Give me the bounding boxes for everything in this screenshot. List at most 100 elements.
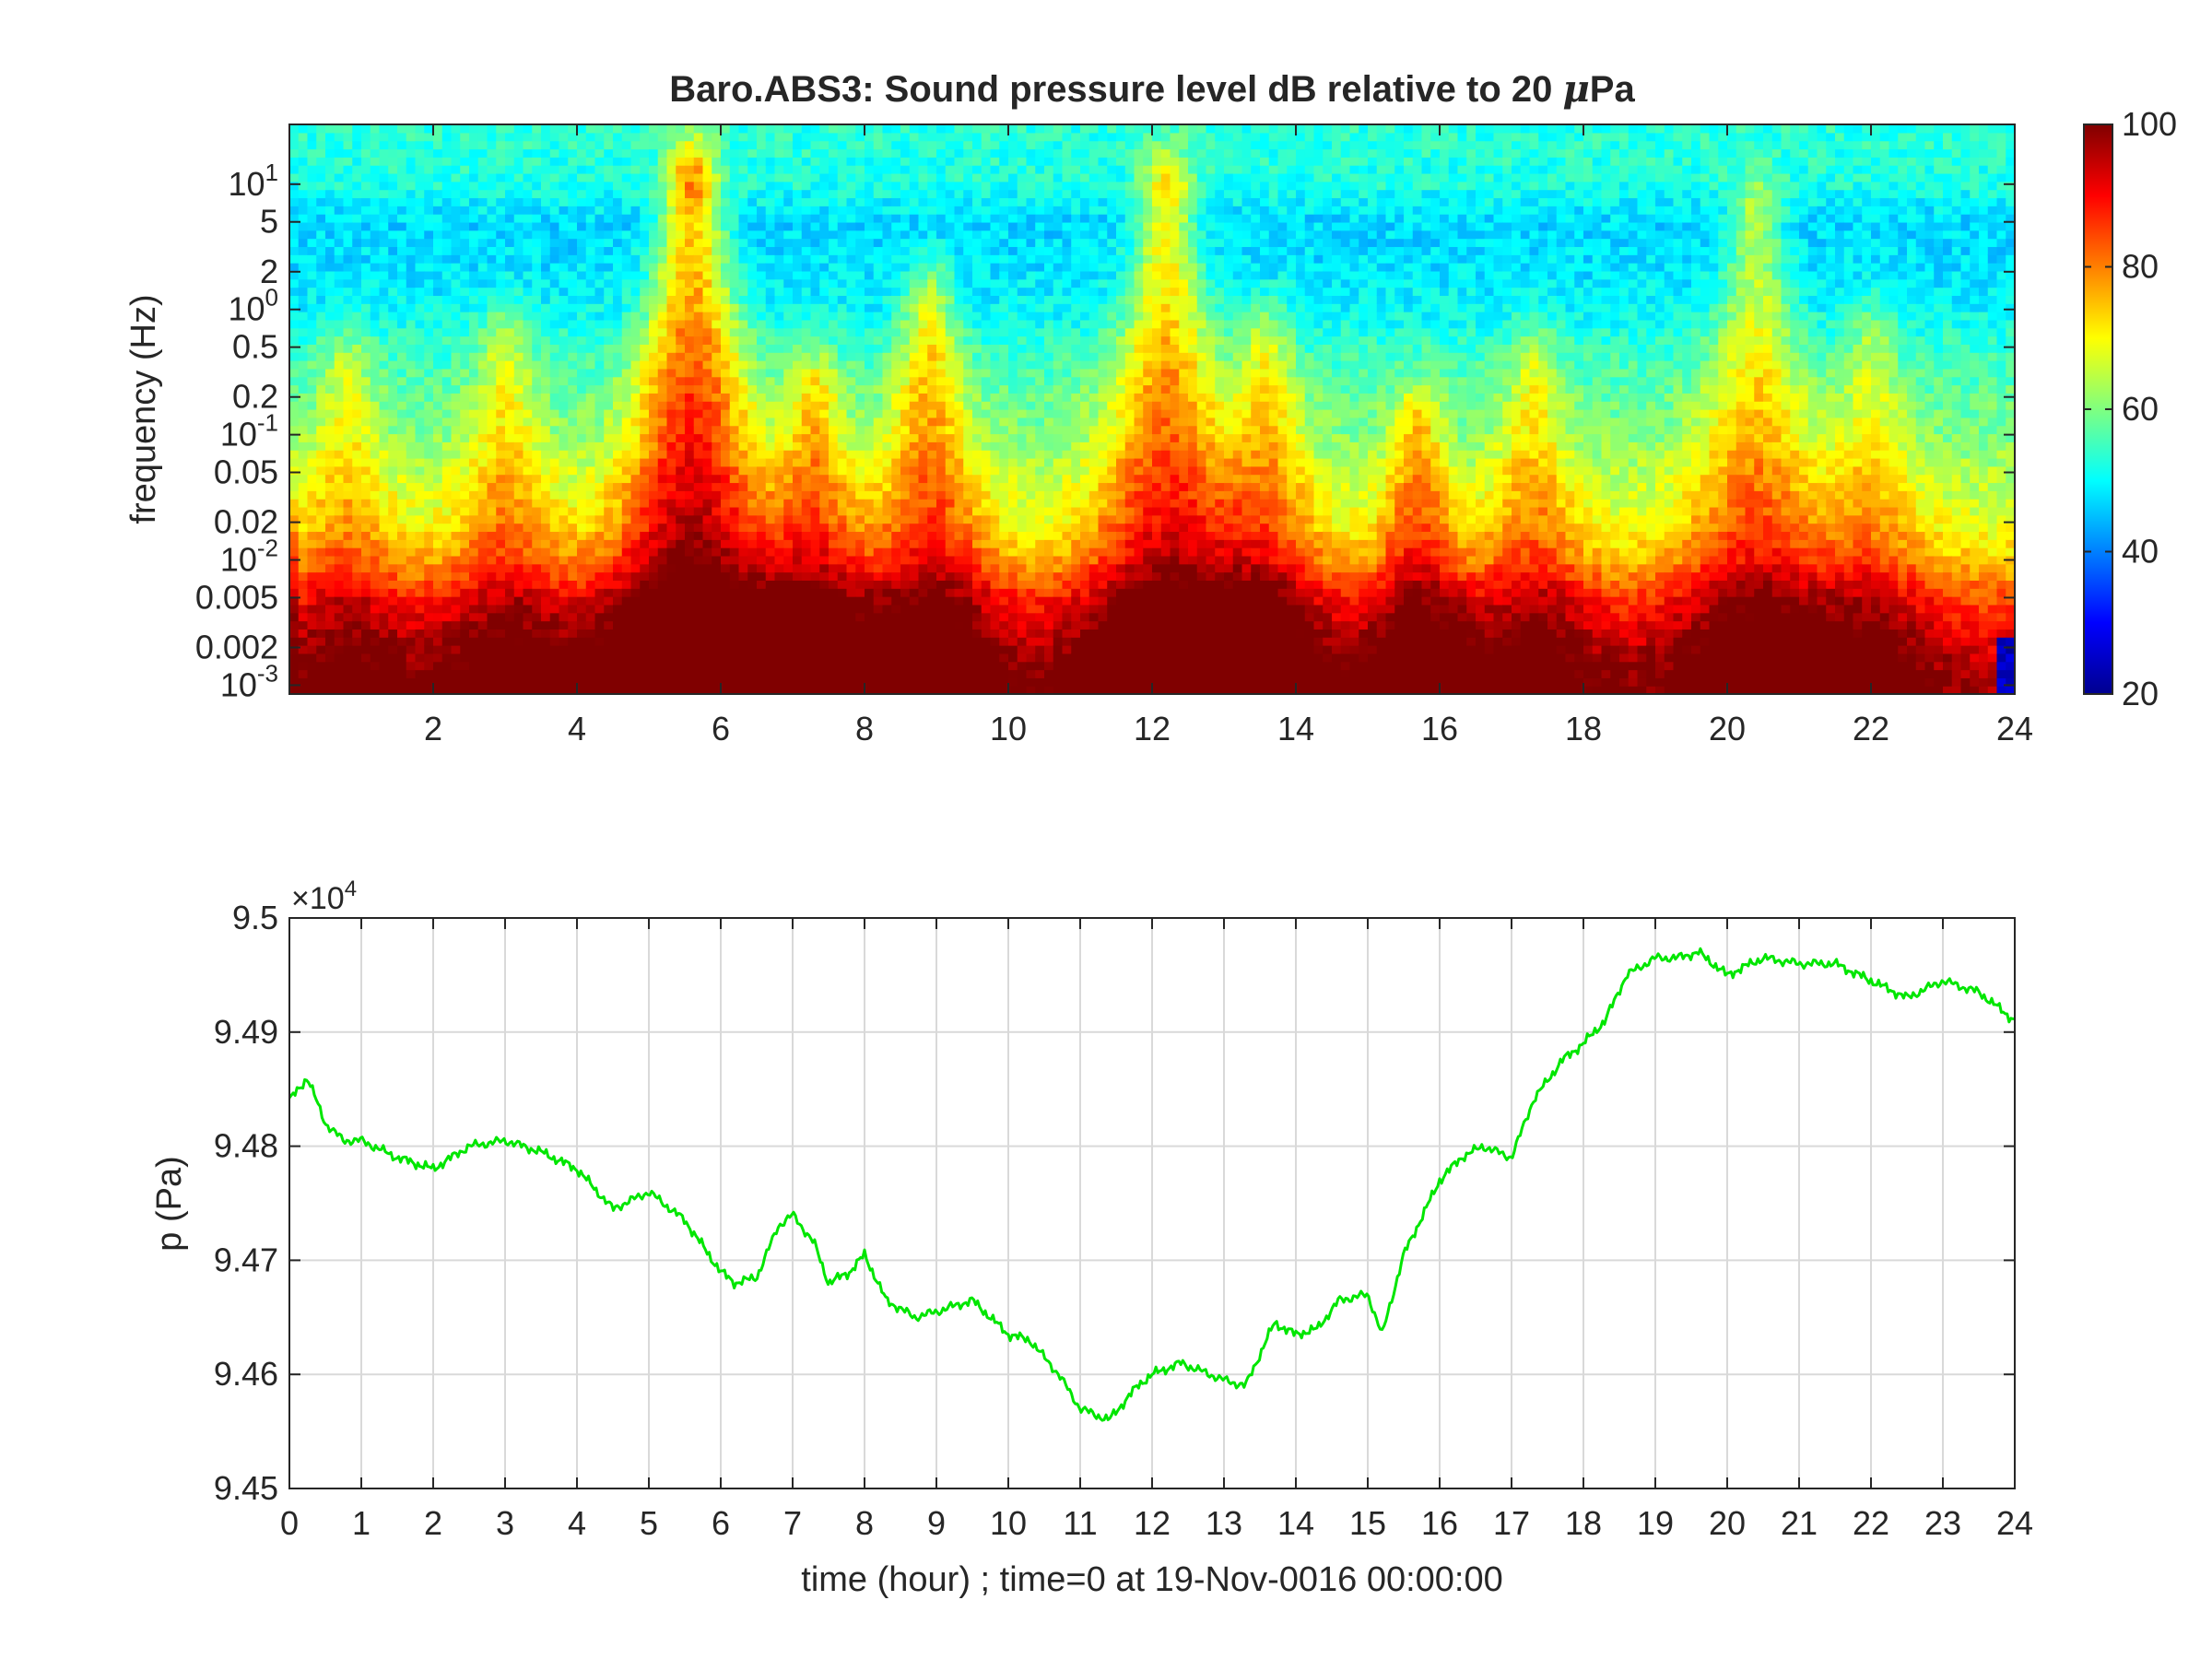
spectrogram-cell: [918, 270, 928, 280]
spectrogram-cell: [298, 287, 309, 296]
spectrogram-cell: [469, 409, 479, 418]
spectrogram-cell: [505, 563, 515, 573]
spectrogram-cell: [613, 465, 623, 476]
spectrogram-cell: [505, 229, 515, 240]
spectrogram-cell: [334, 246, 345, 255]
spectrogram-cell: [406, 465, 417, 476]
spectrogram-cell: [765, 238, 776, 248]
spectrogram-cell: [757, 206, 767, 215]
spectrogram-cell: [316, 580, 326, 589]
spectrogram-cell: [549, 335, 560, 345]
spectrogram-cell: [549, 376, 560, 386]
spectrogram-cell: [352, 555, 362, 565]
spectrogram-cell: [640, 604, 650, 614]
spectrogram-cell: [685, 409, 695, 418]
spectrogram-cell: [640, 335, 650, 345]
spectrogram-cell: [900, 148, 911, 158]
spectrogram-cell: [649, 669, 659, 678]
spectrogram-cell: [613, 433, 623, 442]
spectrogram-cell: [433, 669, 443, 678]
spectrogram-cell: [307, 661, 317, 671]
spectrogram-cell: [325, 270, 335, 280]
spectrogram-cell: [298, 132, 309, 142]
spectrogram-cell: [549, 278, 560, 288]
spectrogram-cell: [441, 539, 453, 548]
spectrogram-cell: [316, 637, 326, 646]
spectrogram-cell: [829, 278, 839, 288]
spectrogram-cell: [774, 417, 784, 427]
spectrogram-cell: [388, 450, 398, 459]
spectrogram-cell: [918, 571, 928, 581]
spectrogram-cell: [477, 409, 488, 418]
spectrogram-cell: [451, 465, 461, 476]
spectrogram-cell: [837, 148, 848, 158]
spectrogram-cell: [523, 523, 533, 533]
spectrogram-cell: [441, 312, 453, 321]
spectrogram-cell: [810, 384, 820, 394]
spectrogram-cell: [666, 571, 677, 581]
spectrogram-cell: [415, 238, 425, 248]
spectrogram-cell: [451, 303, 461, 312]
spectrogram-cell: [334, 335, 345, 345]
spectrogram-cell: [747, 401, 758, 410]
spectrogram-cell: [585, 270, 596, 280]
spectrogram-cell: [918, 620, 928, 629]
spectrogram-cell: [900, 368, 911, 378]
spectrogram-cell: [505, 401, 515, 410]
spectrogram-cell: [460, 368, 470, 378]
spectrogram-cell: [513, 319, 524, 329]
spectrogram-cell: [559, 506, 569, 516]
spectrogram-cell: [549, 327, 560, 337]
spectrogram-cell: [343, 319, 353, 329]
spectrogram-cell: [568, 457, 578, 467]
spectrogram-cell: [325, 401, 335, 410]
spectrogram-cell: [585, 157, 596, 166]
spectrogram-cell: [640, 197, 650, 206]
spectrogram-cell: [415, 132, 425, 142]
spectrogram-cell: [496, 474, 506, 484]
spectrogram-cell: [352, 499, 362, 508]
spectrogram-cell: [343, 563, 353, 573]
spectrogram-cell: [559, 465, 569, 476]
spectrogram-cell: [379, 441, 389, 451]
spectrogram-cell: [513, 604, 524, 614]
spectrogram-cell: [352, 465, 362, 476]
spectrogram-cell: [532, 433, 542, 442]
spectrogram-cell: [757, 360, 767, 370]
spectrogram-cell: [541, 523, 551, 533]
spectrogram-cell: [325, 645, 335, 654]
spectrogram-cell: [721, 596, 731, 606]
spectrogram-cell: [289, 441, 300, 451]
spectrogram-cell: [837, 417, 848, 427]
spectrogram-cell: [729, 571, 740, 581]
spectrogram-cell: [801, 384, 812, 394]
spectrogram-cell: [523, 335, 533, 345]
spectrogram-cell: [882, 604, 892, 614]
spectrogram-cell: [712, 433, 722, 442]
spectrogram-cell: [765, 612, 776, 622]
spectrogram-cell: [685, 303, 695, 312]
spectrogram-cell: [370, 303, 381, 312]
spectrogram-cell: [829, 206, 839, 215]
spectrogram-cell: [918, 263, 928, 272]
spectrogram-cell: [325, 499, 335, 508]
spectrogram-cell: [846, 197, 856, 206]
spectrogram-cell: [451, 539, 461, 548]
spectrogram-cell: [361, 189, 371, 199]
spectrogram-cell: [289, 514, 300, 524]
spectrogram-cell: [541, 360, 551, 370]
spectrogram-cell: [523, 531, 533, 540]
spectrogram-cell: [873, 563, 884, 573]
spectrogram-cell: [441, 474, 453, 484]
spectrogram-cell: [666, 531, 677, 540]
spectrogram-cell: [424, 555, 434, 565]
spectrogram-cell: [316, 612, 326, 622]
spectrogram-cell: [487, 499, 497, 508]
spectrogram-cell: [441, 457, 453, 467]
spectrogram-cell: [657, 287, 668, 296]
spectrogram-cell: [334, 604, 345, 614]
spectrogram-cell: [289, 124, 300, 134]
spectrogram-cell: [640, 612, 650, 622]
spectrogram-cell: [307, 506, 317, 516]
spectrogram-cell: [783, 319, 794, 329]
